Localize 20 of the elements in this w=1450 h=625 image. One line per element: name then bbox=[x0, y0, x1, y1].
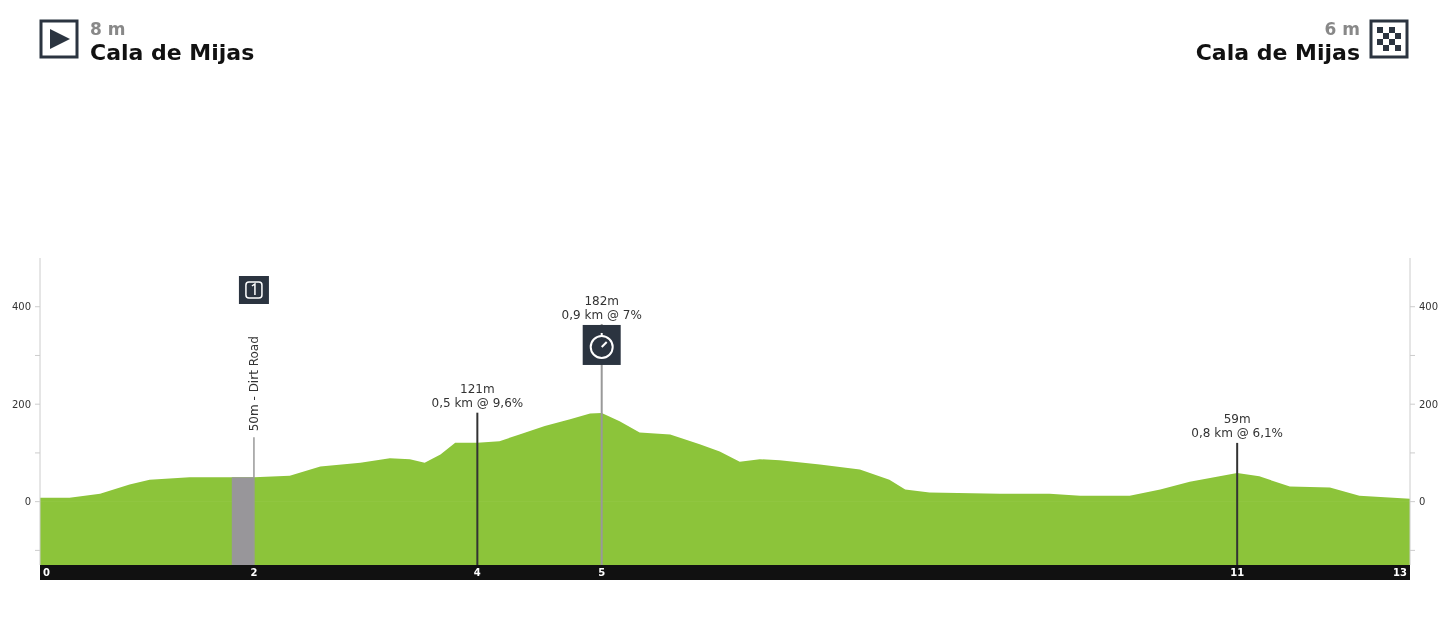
x-tick-label: 2 bbox=[250, 567, 258, 578]
ref-line-label: 182m 0,9 km @ 7% bbox=[561, 293, 642, 322]
ref-line-label: 121m 0,5 km @ 9,6% bbox=[431, 381, 524, 410]
x-tick-label: 0 bbox=[43, 567, 50, 578]
text: Cala de Mijas bbox=[1195, 40, 1360, 65]
ref-line-label: 59m 0,8 km @ 6,1% bbox=[1191, 411, 1283, 440]
ref-line-label: 50m - Dirt Road bbox=[246, 336, 261, 432]
text: Cala de Mijas bbox=[90, 40, 255, 65]
y-tick-label: 0 bbox=[24, 496, 31, 508]
text: 8 m bbox=[90, 19, 126, 39]
x-tick-label: 13 bbox=[1393, 567, 1408, 578]
x-tick-label: 5 bbox=[598, 567, 606, 578]
x-tick-label: 11 bbox=[1230, 567, 1245, 578]
y-tick-label: 200 bbox=[11, 398, 31, 410]
y2-tick-label: 400 bbox=[1419, 301, 1439, 313]
y2-tick-label: 200 bbox=[1419, 398, 1439, 410]
y2-tick-label: 0 bbox=[1419, 496, 1426, 508]
text: 6 m bbox=[1324, 19, 1360, 39]
y-tick-label: 400 bbox=[11, 301, 31, 313]
x-tick-label: 4 bbox=[473, 567, 481, 578]
